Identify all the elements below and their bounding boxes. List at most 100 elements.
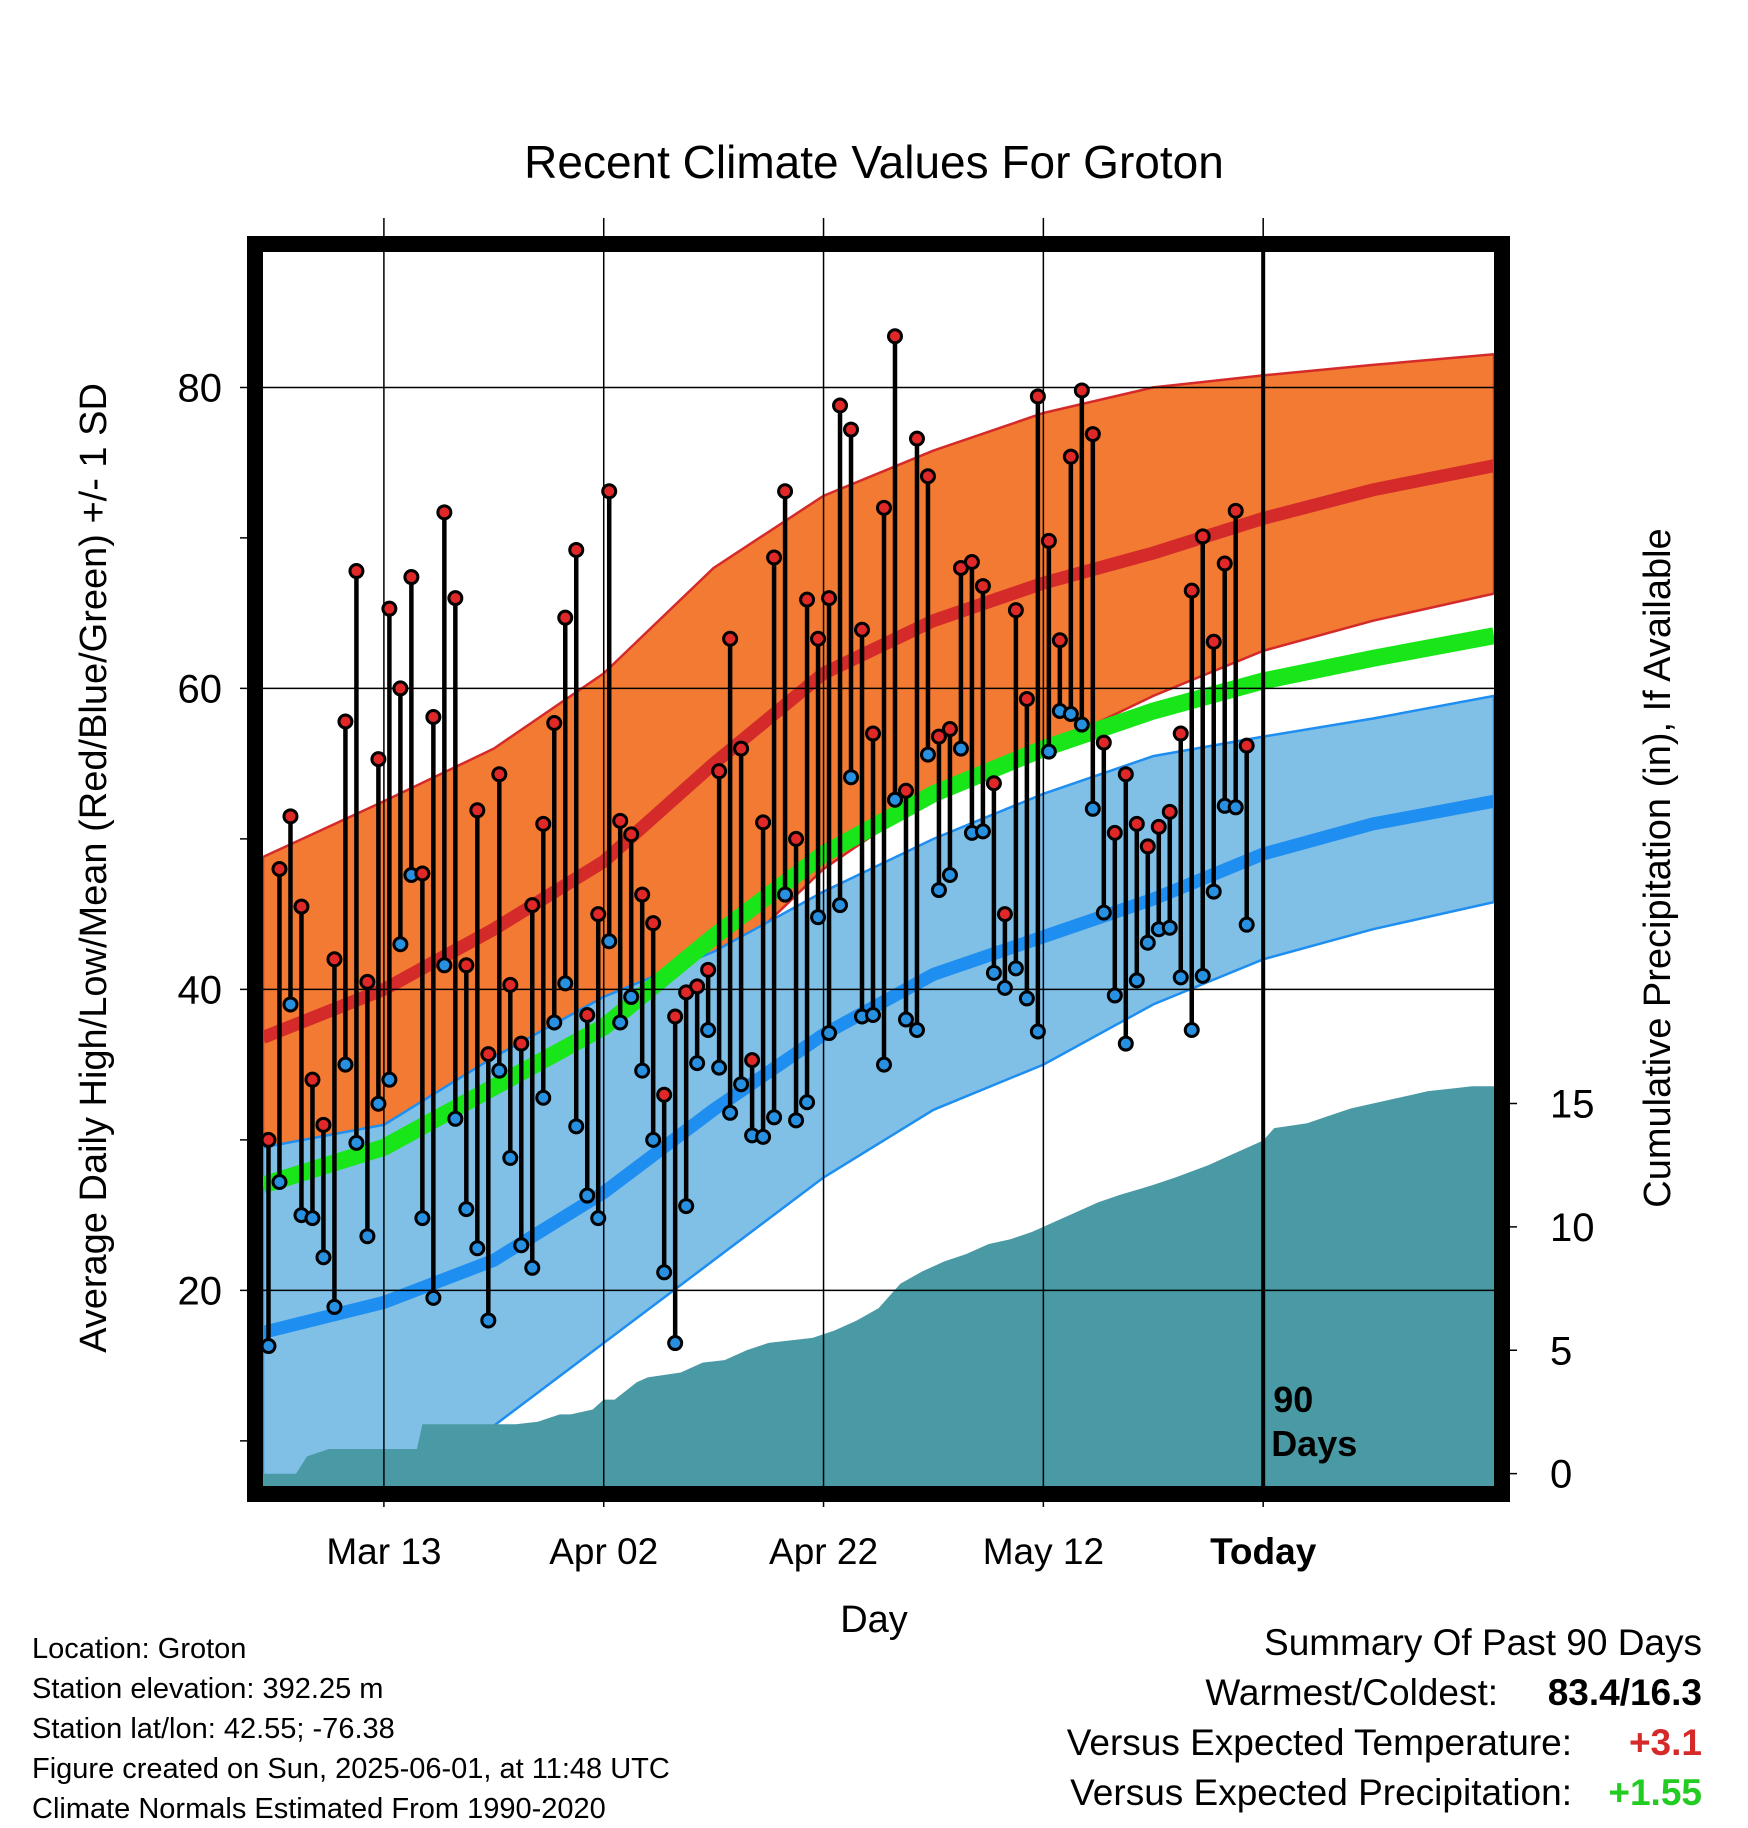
daily-low-point xyxy=(546,1014,563,1031)
daily-low-point xyxy=(865,1006,882,1023)
summary-heading: Summary Of Past 90 Days xyxy=(1264,1622,1702,1663)
y2-tick-label: 10 xyxy=(1550,1206,1595,1250)
daily-high-point xyxy=(370,751,387,768)
daily-low-point xyxy=(535,1089,552,1106)
daily-high-point xyxy=(326,951,343,968)
info-created: Figure created on Sun, 2025-06-01, at 11… xyxy=(32,1753,670,1785)
daily-low-point xyxy=(1062,705,1079,722)
normal-low-line xyxy=(263,794,1494,1339)
y-axis-label: Average Daily High/Low/Mean (Red/Blue/Gr… xyxy=(73,383,115,1353)
daily-low-point xyxy=(315,1249,332,1266)
daily-high-point xyxy=(601,483,618,500)
daily-high-point xyxy=(1029,388,1046,405)
daily-low-point xyxy=(766,1109,783,1126)
daily-high-point xyxy=(1183,582,1200,599)
daily-low-point xyxy=(304,1210,321,1227)
daily-low-point xyxy=(634,1062,651,1079)
daily-low-point xyxy=(271,1174,288,1191)
daily-high-point xyxy=(293,898,310,915)
daily-low-point xyxy=(974,823,991,840)
daily-low-point xyxy=(1238,916,1255,933)
days-label-text: Days xyxy=(1271,1423,1357,1464)
y-tick-label: 60 xyxy=(178,667,223,711)
daily-low-point xyxy=(733,1076,750,1093)
y2-tick-label: 0 xyxy=(1550,1453,1572,1497)
daily-low-point xyxy=(1007,960,1024,977)
daily-observations xyxy=(263,328,1255,1355)
daily-high-point xyxy=(491,766,508,783)
daily-high-point xyxy=(886,328,903,345)
daily-low-point xyxy=(1128,972,1145,989)
daily-high-point xyxy=(733,740,750,757)
daily-high-point xyxy=(381,600,398,617)
daily-low-point xyxy=(447,1110,464,1127)
daily-low-point xyxy=(370,1095,387,1112)
daily-low-point xyxy=(612,1014,629,1031)
daily-high-point xyxy=(1161,803,1178,820)
daily-high-point xyxy=(810,630,827,647)
daily-low-point xyxy=(1172,969,1189,986)
info-elevation: Station elevation: 392.25 m xyxy=(32,1673,383,1705)
summary-warm-cold-value: 83.4/16.3 xyxy=(1548,1672,1702,1713)
daily-high-point xyxy=(1238,737,1255,754)
daily-low-point xyxy=(414,1210,431,1227)
daily-high-point xyxy=(854,621,871,638)
daily-high-point xyxy=(1205,633,1222,650)
daily-high-point xyxy=(941,721,958,738)
daily-high-point xyxy=(722,630,739,647)
summary-warm-cold-label: Warmest/Coldest: xyxy=(1205,1672,1498,1713)
daily-low-point xyxy=(579,1187,596,1204)
info-location: Location: Groton xyxy=(32,1633,246,1665)
daily-high-point xyxy=(447,590,464,607)
daily-low-point xyxy=(1117,1035,1134,1052)
x-tick-label: Apr 22 xyxy=(769,1531,878,1572)
daily-low-point xyxy=(832,897,849,914)
daily-high-point xyxy=(304,1071,321,1088)
daily-low-point xyxy=(326,1298,343,1315)
daily-high-point xyxy=(634,886,651,903)
daily-low-point xyxy=(1029,1023,1046,1040)
daily-high-point xyxy=(1106,824,1123,841)
daily-low-point xyxy=(1040,743,1057,760)
y-tick-label: 80 xyxy=(178,366,223,410)
daily-low-point xyxy=(788,1112,805,1129)
daily-high-point xyxy=(1139,838,1156,855)
daily-low-point xyxy=(568,1118,585,1135)
daily-high-point xyxy=(755,814,772,831)
daily-high-point xyxy=(1018,690,1035,707)
daily-high-point xyxy=(337,713,354,730)
info-latlon: Station lat/lon: 42.55; -76.38 xyxy=(32,1713,395,1745)
x-tick-label: Mar 13 xyxy=(326,1531,441,1572)
plot-area xyxy=(263,252,1494,1486)
daily-low-point xyxy=(1161,919,1178,936)
daily-low-point xyxy=(425,1289,442,1306)
plot-frame xyxy=(247,236,1510,1502)
summary-precip-value: +1.55 xyxy=(1608,1772,1702,1813)
daily-high-point xyxy=(590,906,607,923)
daily-high-point xyxy=(513,1035,530,1052)
daily-high-point xyxy=(271,861,288,877)
daily-high-point xyxy=(535,815,552,832)
daily-high-point xyxy=(263,1131,277,1148)
daily-high-point xyxy=(985,775,1002,792)
daily-high-point xyxy=(744,1052,761,1069)
daily-high-point xyxy=(315,1116,332,1133)
daily-high-point xyxy=(645,915,662,932)
daily-high-point xyxy=(799,591,816,608)
daily-high-point xyxy=(777,483,794,500)
daily-high-point xyxy=(908,430,925,447)
daily-high-point xyxy=(788,830,805,847)
daily-high-point xyxy=(667,1008,684,1025)
daily-high-point xyxy=(1128,815,1145,832)
x-axis-label: Day xyxy=(840,1599,908,1641)
daily-high-point xyxy=(919,468,936,485)
daily-low-point xyxy=(908,1022,925,1039)
daily-low-point xyxy=(392,936,409,953)
daily-low-point xyxy=(557,975,574,992)
daily-low-point xyxy=(1095,904,1112,921)
daily-low-point xyxy=(996,979,1013,996)
daily-high-point xyxy=(930,728,947,745)
daily-high-point xyxy=(1117,766,1134,783)
daily-low-point xyxy=(799,1094,816,1111)
daily-high-point xyxy=(897,782,914,799)
